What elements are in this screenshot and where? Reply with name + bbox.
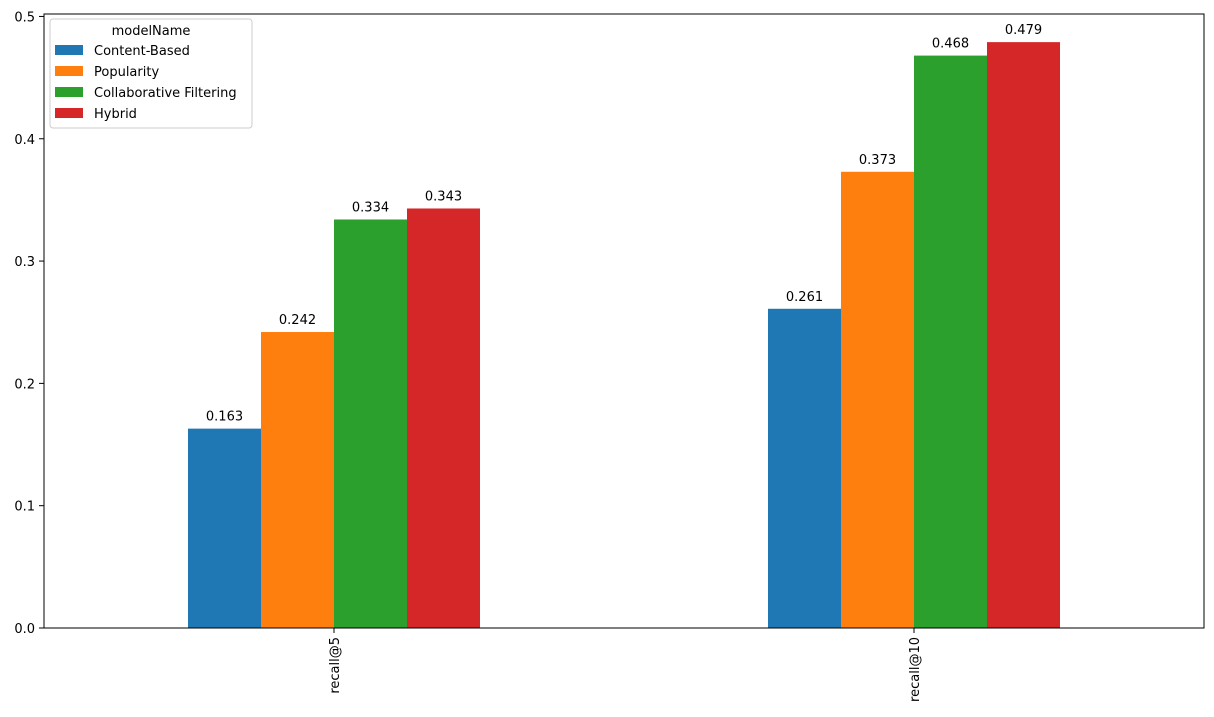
y-tick-label: 0.5 (14, 10, 35, 25)
legend-swatch (55, 108, 83, 118)
legend-swatch (55, 87, 83, 97)
bar (188, 428, 261, 628)
y-axis: 0.0 0.1 0.2 0.3 0.4 0.5 (14, 10, 44, 637)
legend-label: Hybrid (94, 107, 137, 122)
data-label: 0.373 (859, 153, 896, 168)
data-label: 0.468 (932, 37, 969, 52)
data-label: 0.479 (1005, 23, 1042, 38)
data-label: 0.242 (279, 313, 316, 328)
bar (914, 55, 987, 629)
bar (261, 332, 334, 628)
data-label: 0.163 (206, 410, 243, 425)
data-labels-group: 0.163 0.261 0.242 0.373 0.334 0.468 0.343 0.479 (206, 23, 1042, 425)
bar (768, 308, 841, 628)
legend: modelName Content-Based Popularity Collabor… (49, 18, 253, 129)
bars-group (188, 42, 1060, 629)
x-axis: recall@5 recall@10 (328, 628, 923, 702)
x-tick-label: recall@5 (328, 637, 343, 694)
y-tick-label: 0.3 (14, 255, 35, 270)
x-tick-label: recall@10 (908, 637, 923, 702)
plot-frame (43, 13, 1205, 629)
legend-label: Popularity (94, 65, 159, 80)
y-tick-label: 0.1 (14, 500, 35, 515)
data-label: 0.334 (352, 200, 389, 215)
data-label: 0.261 (786, 290, 823, 305)
y-tick-label: 0.0 (14, 622, 35, 637)
bar (334, 219, 407, 629)
legend-title: modelName (112, 24, 191, 39)
legend-swatch (55, 45, 83, 55)
y-tick-label: 0.4 (14, 133, 35, 148)
legend-label: Collaborative Filtering (94, 86, 237, 101)
bar (987, 42, 1060, 629)
bar (407, 208, 480, 628)
y-tick-label: 0.2 (14, 377, 35, 392)
legend-frame (49, 18, 253, 129)
legend-label: Content-Based (94, 44, 190, 59)
legend-swatch (55, 66, 83, 76)
bar (841, 171, 914, 628)
data-label: 0.343 (425, 189, 462, 204)
